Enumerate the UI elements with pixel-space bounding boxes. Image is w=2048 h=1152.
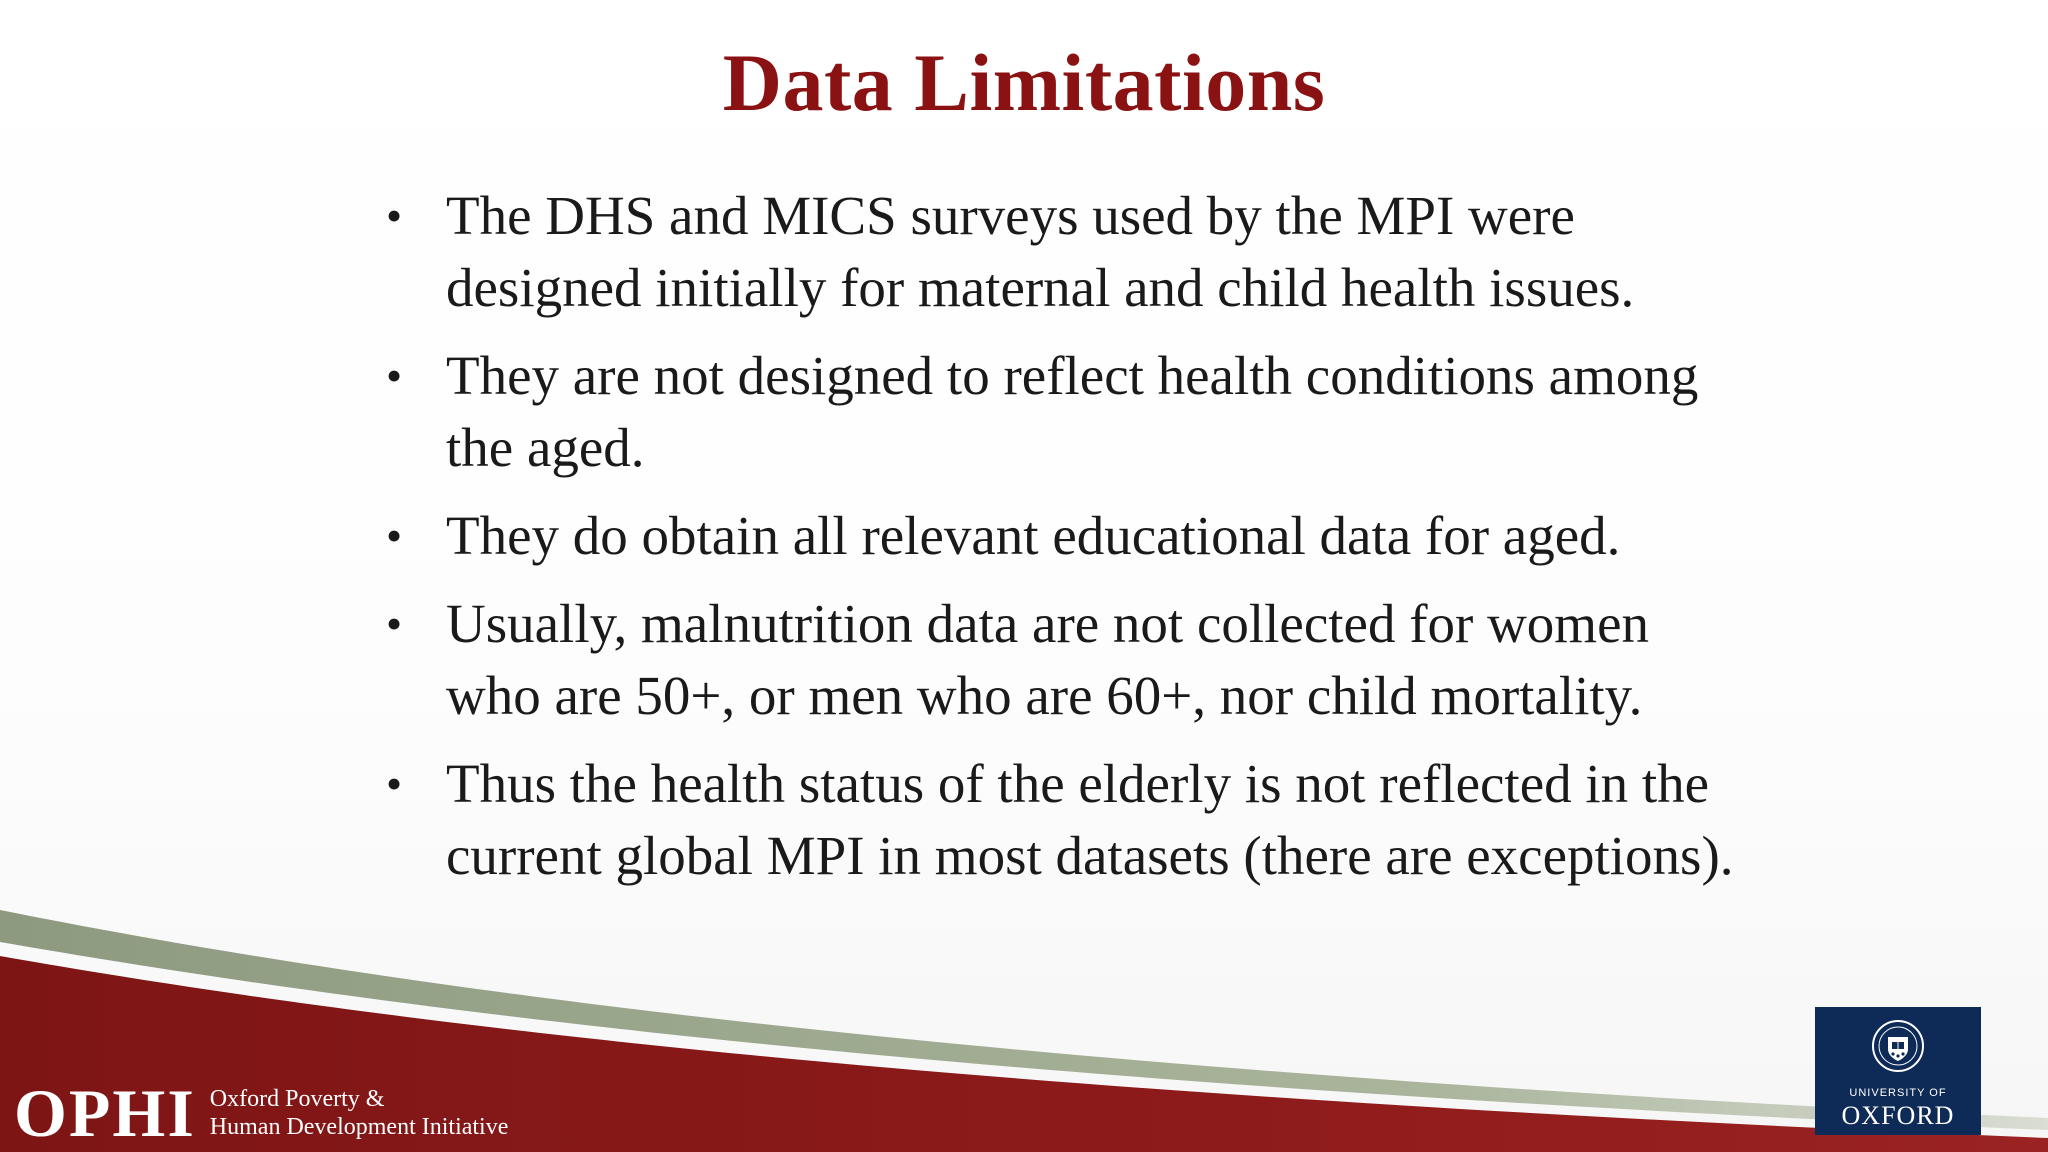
slide-title: Data Limitations xyxy=(722,37,1326,128)
oxford-crest-icon xyxy=(1872,1020,1924,1072)
bullet-text: The DHS and MICS surveys used by the MPI… xyxy=(446,185,1635,318)
bullet-list: • The DHS and MICS surveys used by the M… xyxy=(380,180,1740,908)
bullet-item: • They do obtain all relevant educationa… xyxy=(380,500,1740,572)
bullet-marker: • xyxy=(386,598,403,649)
oxford-logo-line-2: OXFORD xyxy=(1841,1101,1955,1130)
university-of-oxford-logo: UNIVERSITY OF OXFORD xyxy=(1815,1007,1981,1135)
ophi-logo: OPHI Oxford Poverty & Human Development … xyxy=(14,1075,509,1151)
red-band xyxy=(0,956,2048,1152)
bullet-item: • The DHS and MICS surveys used by the M… xyxy=(380,180,1740,324)
bullet-text: Thus the health status of the elderly is… xyxy=(446,753,1734,886)
bullet-item: • Thus the health status of the elderly … xyxy=(380,748,1740,892)
ophi-full-name: Oxford Poverty & Human Development Initi… xyxy=(210,1085,509,1141)
bullet-marker: • xyxy=(386,510,403,561)
bullet-text: They are not designed to reflect health … xyxy=(446,345,1699,478)
bullet-item: • They are not designed to reflect healt… xyxy=(380,340,1740,484)
bullet-marker: • xyxy=(386,190,403,241)
oxford-logo-line-1: UNIVERSITY OF xyxy=(1849,1087,1947,1099)
bullet-item: • Usually, malnutrition data are not col… xyxy=(380,588,1740,732)
bullet-marker: • xyxy=(386,758,403,809)
bullet-marker: • xyxy=(386,350,403,401)
ophi-line-1: Oxford Poverty & xyxy=(209,1086,385,1112)
bullet-text: Usually, malnutrition data are not colle… xyxy=(446,593,1649,726)
ophi-line-2: Human Development Initiative xyxy=(209,1114,509,1140)
bullet-text: They do obtain all relevant educational … xyxy=(446,505,1621,566)
ophi-acronym: OPHI xyxy=(14,1075,196,1151)
